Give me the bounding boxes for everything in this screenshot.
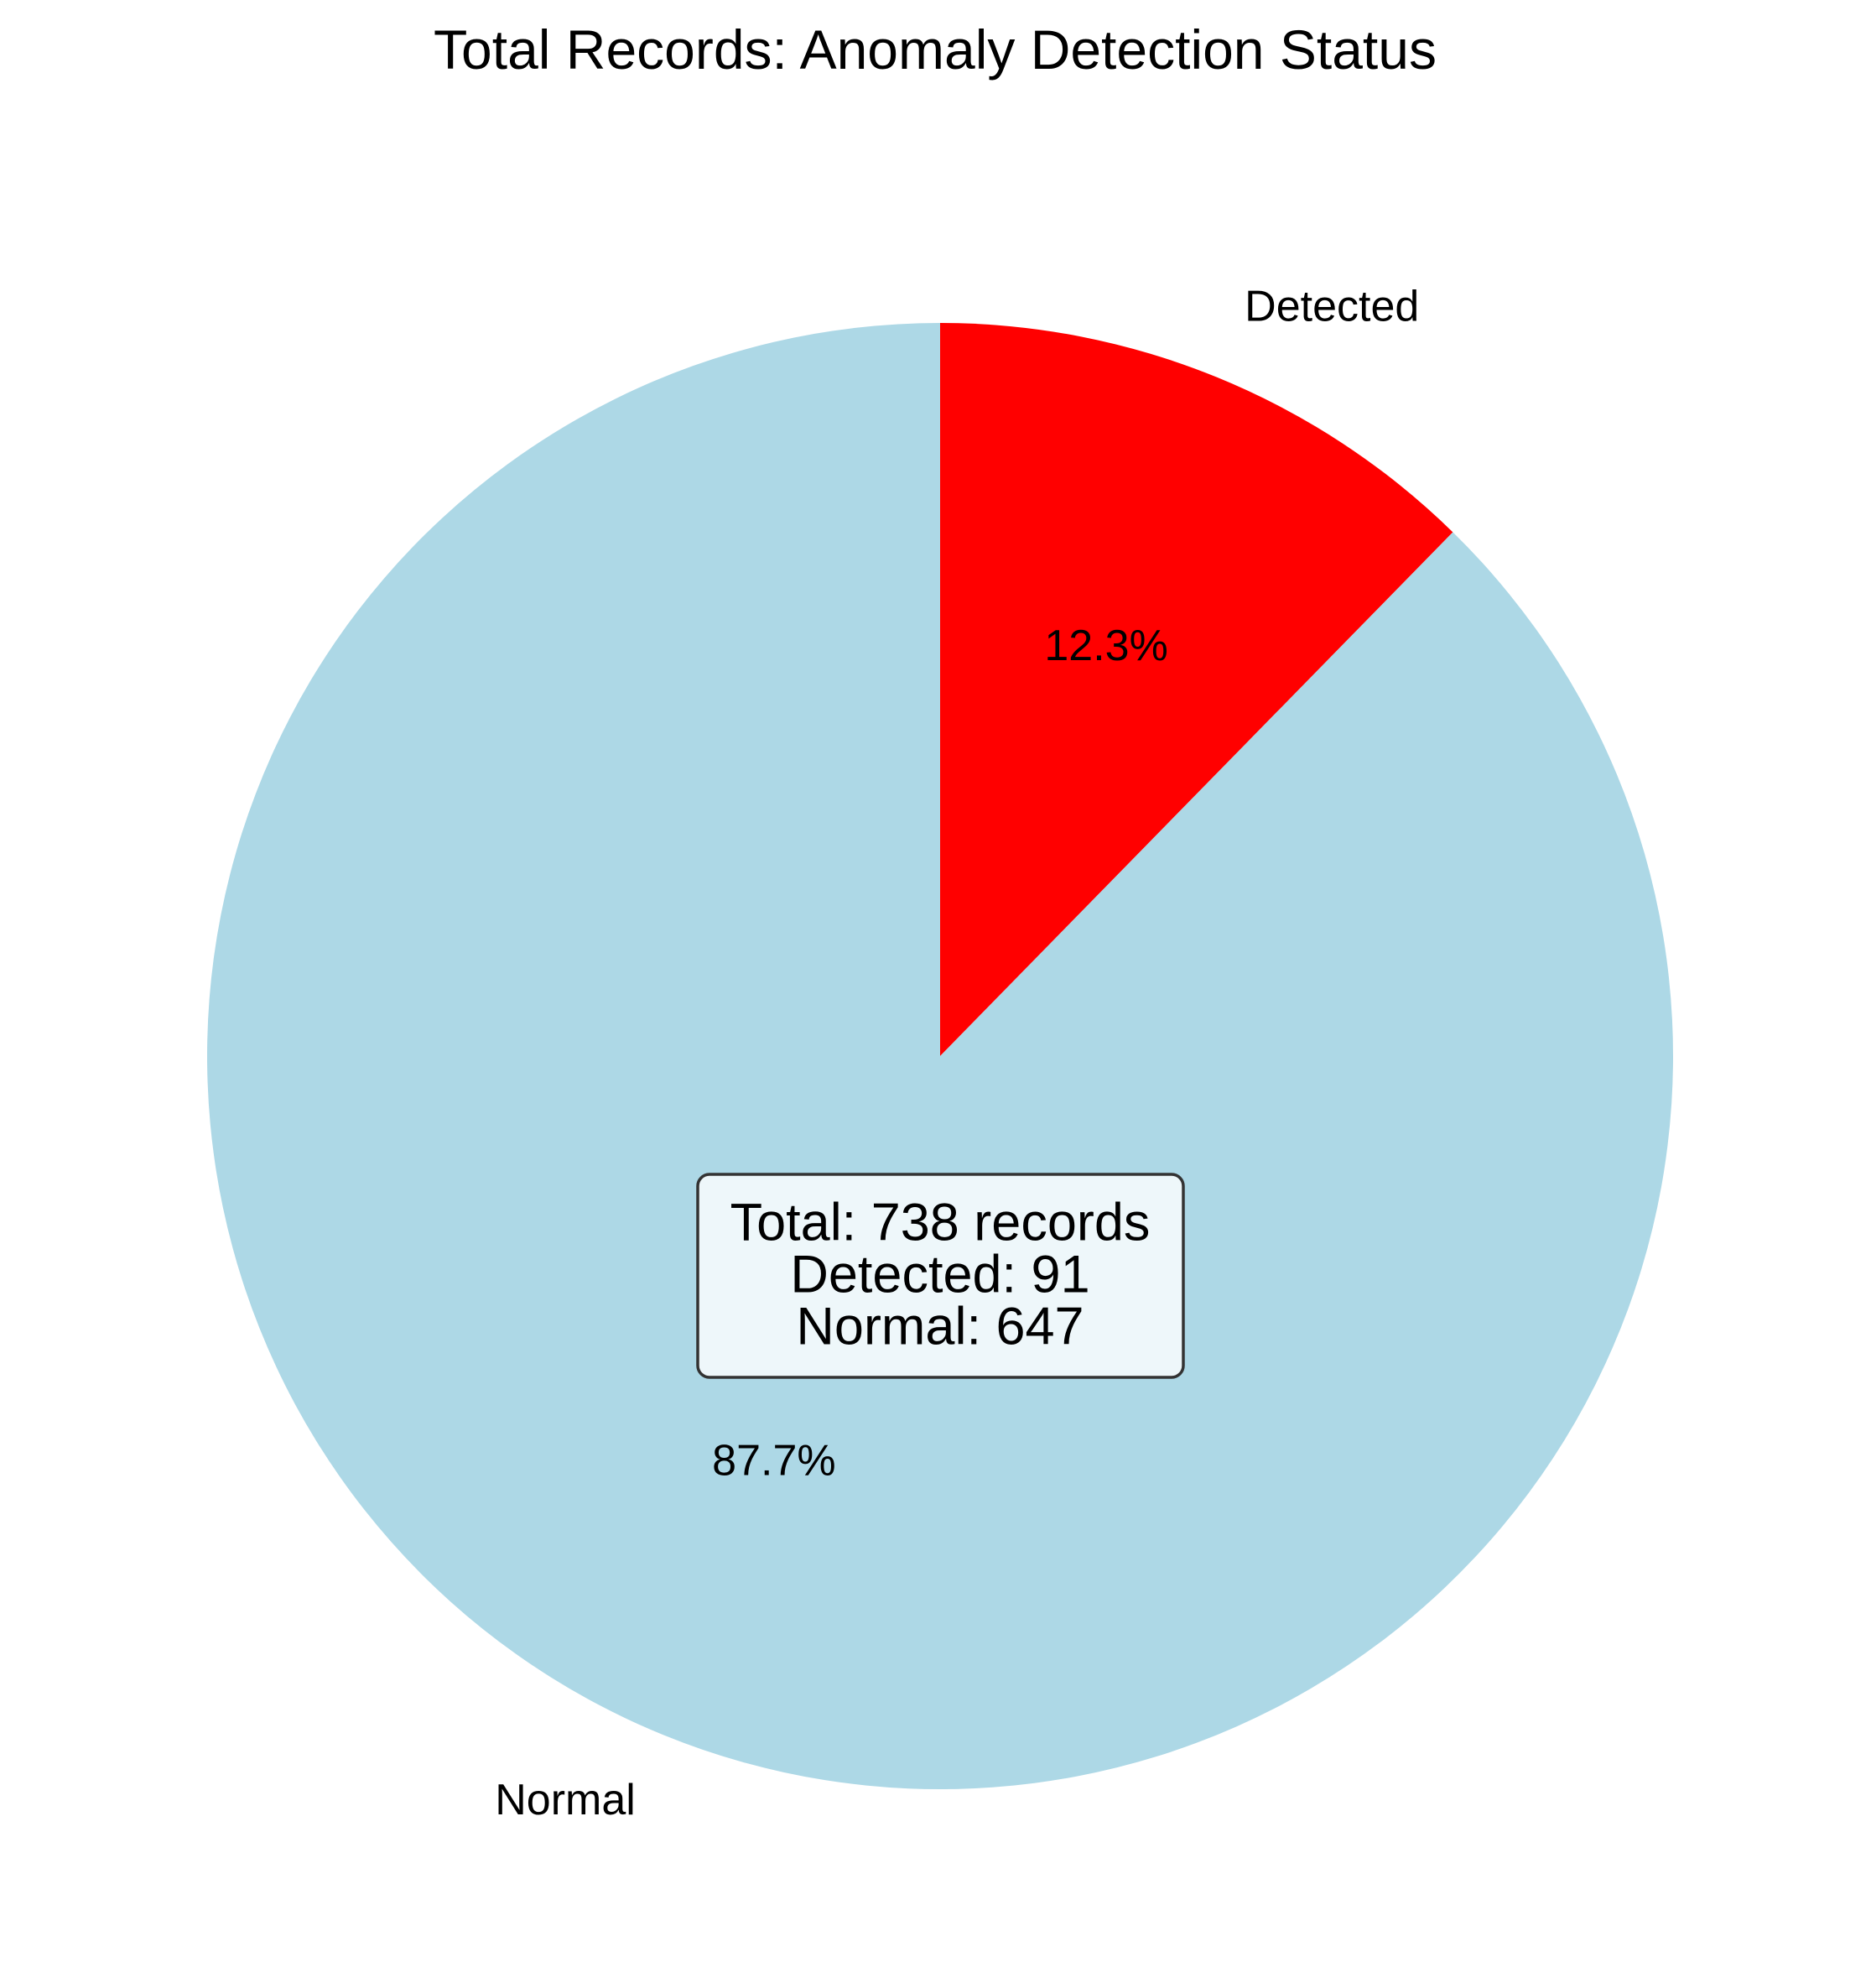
pie-slice-normal <box>207 322 1673 1789</box>
summary-total: Total: 738 records <box>730 1194 1151 1252</box>
summary-box: Total: 738 records Detected: 91 Normal: … <box>696 1173 1185 1379</box>
slice-label-detected: Detected <box>1245 283 1419 331</box>
pie-slice-detected <box>940 323 1453 1056</box>
summary-detected: Detected: 91 <box>790 1246 1089 1304</box>
summary-box-background <box>696 1173 1185 1379</box>
slice-label-normal: Normal <box>495 1776 636 1824</box>
pct-label-detected: 12.3% <box>1044 622 1167 670</box>
summary-normal: Normal: 647 <box>796 1298 1084 1356</box>
pie-labels: Detected 12.3% Normal 87.7% <box>495 283 1419 1824</box>
pie-slices <box>207 322 1673 1789</box>
pct-label-normal: 87.7% <box>712 1436 835 1485</box>
chart-title: Total Records: Anomaly Detection Status <box>434 18 1437 81</box>
